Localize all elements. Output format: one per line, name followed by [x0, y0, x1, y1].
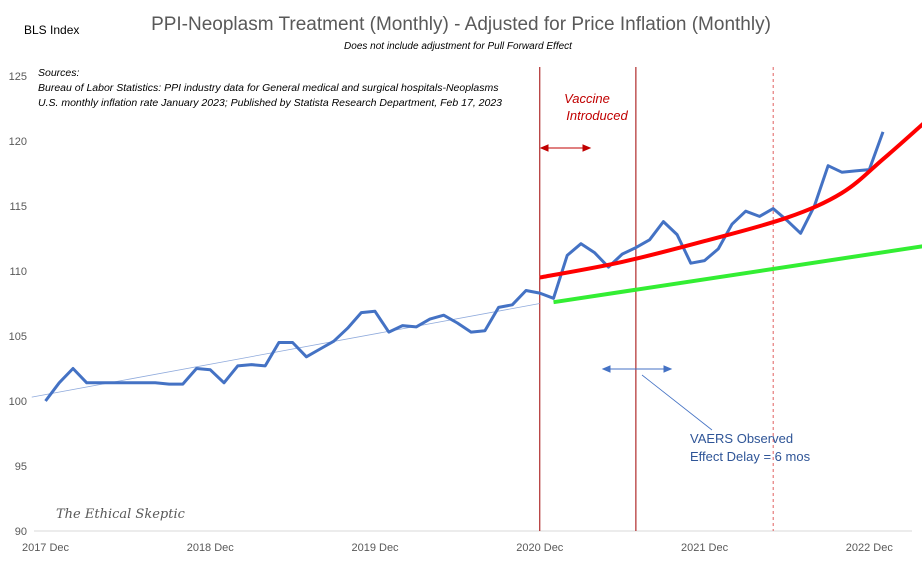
y-tick-label: 95 — [15, 461, 27, 473]
x-tick-label: 2021 Dec — [681, 542, 729, 554]
event-markers — [539, 67, 774, 531]
sources-line-bls: Bureau of Labor Statistics: PPI industry… — [38, 82, 499, 94]
vaers-label-line2: Effect Delay = 6 mos — [690, 449, 811, 464]
x-tick-label: 2022 Dec — [846, 542, 894, 554]
x-tick-label: 2017 Dec — [22, 542, 70, 554]
y-tick-label: 105 — [9, 331, 27, 343]
vaccine-span-arrow — [539, 144, 592, 152]
green-projection-line — [553, 244, 922, 305]
ppi-series-line — [44, 131, 885, 402]
red-projection-curve — [539, 122, 922, 280]
vaers-delay-arrow — [601, 365, 673, 373]
y-axis-label: BLS Index — [24, 23, 79, 37]
sources-heading: Sources: — [38, 67, 80, 79]
chart-title: PPI-Neoplasm Treatment (Monthly) - Adjus… — [151, 14, 771, 35]
x-tick-label: 2018 Dec — [187, 542, 235, 554]
vaccine-annotation: Vaccine Introduced — [539, 91, 628, 152]
vaers-label-line1: VAERS Observed — [690, 431, 793, 446]
chart-subtitle: Does not include adjustment for Pull For… — [344, 41, 573, 52]
vaccine-label-line1: Vaccine — [564, 91, 610, 106]
y-tick-label: 120 — [9, 136, 27, 148]
sources-line-statista: U.S. monthly inflation rate January 2023… — [38, 97, 502, 109]
y-tick-label: 90 — [15, 526, 27, 538]
vaers-callout-line — [641, 374, 713, 431]
sources-note: Sources: Bureau of Labor Statistics: PPI… — [38, 67, 502, 109]
x-tick-label: 2020 Dec — [516, 542, 564, 554]
vaers-annotation: VAERS Observed Effect Delay = 6 mos — [601, 365, 811, 464]
vaccine-label-line2: Introduced — [566, 108, 628, 123]
x-axis-ticks: 2017 Dec 2018 Dec 2019 Dec 2020 Dec 2021 Dec… — [22, 542, 893, 554]
y-axis-ticks: 90 95 100 105 110 115 120 125 — [9, 71, 27, 538]
y-tick-label: 115 — [9, 201, 27, 213]
series-layer — [31, 122, 922, 402]
watermark-logo: The Ethical Skeptic — [56, 507, 186, 522]
x-tick-label: 2019 Dec — [351, 542, 399, 554]
y-tick-label: 100 — [9, 396, 27, 408]
y-tick-label: 110 — [9, 266, 27, 278]
y-tick-label: 125 — [9, 71, 27, 83]
